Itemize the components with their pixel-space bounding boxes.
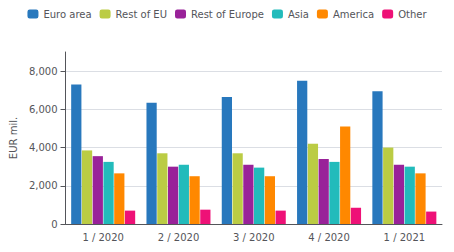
svg-text:Euro area: Euro area <box>43 9 91 20</box>
svg-text:1 / 2020: 1 / 2020 <box>82 232 124 243</box>
svg-text:Rest of EU: Rest of EU <box>116 9 167 20</box>
svg-text:4,000: 4,000 <box>29 142 58 153</box>
svg-text:4 / 2020: 4 / 2020 <box>308 232 350 243</box>
svg-text:0: 0 <box>51 219 57 230</box>
svg-text:Asia: Asia <box>288 9 309 20</box>
svg-text:2 / 2020: 2 / 2020 <box>158 232 200 243</box>
svg-text:8,000: 8,000 <box>29 66 58 77</box>
svg-text:1 / 2021: 1 / 2021 <box>384 232 426 243</box>
svg-text:2,000: 2,000 <box>29 180 58 191</box>
svg-text:3 / 2020: 3 / 2020 <box>233 232 275 243</box>
svg-text:Other: Other <box>398 9 427 20</box>
svg-text:EUR mil.: EUR mil. <box>8 117 19 159</box>
svg-text:Rest of Europe: Rest of Europe <box>191 9 264 20</box>
svg-text:America: America <box>333 9 374 20</box>
svg-text:6,000: 6,000 <box>29 104 58 115</box>
